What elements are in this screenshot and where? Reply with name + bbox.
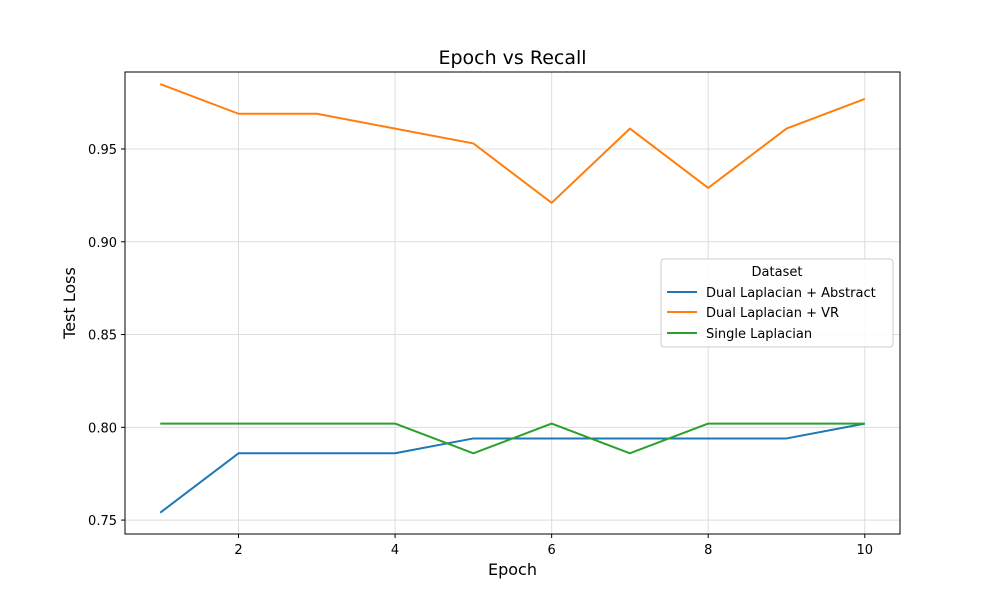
y-axis-label: Test Loss: [60, 267, 79, 340]
legend-entry-single: Single Laplacian: [706, 327, 812, 342]
series-line-single: [160, 422, 865, 455]
legend: Dataset Dual Laplacian + Abstract Dual L…: [660, 258, 894, 348]
series-lines: [159, 83, 866, 514]
y-tick-label: 0.80: [88, 421, 117, 436]
legend-box: [660, 258, 894, 348]
series-line-vr: [159, 83, 866, 204]
x-axis-ticks: 2 4 6 8 10: [234, 534, 873, 558]
chart-title: Epoch vs Recall: [438, 47, 586, 69]
x-tick-label: 8: [704, 543, 712, 558]
y-tick-label: 0.85: [88, 329, 117, 344]
y-axis-ticks: 0.75 0.80 0.85 0.90 0.95: [88, 143, 125, 529]
x-axis-label: Epoch: [488, 560, 537, 579]
x-tick-label: 2: [234, 543, 242, 558]
x-tick-label: 10: [856, 543, 873, 558]
legend-entry-abstract: Dual Laplacian + Abstract: [706, 286, 876, 301]
plot-area-frame: [124, 71, 901, 535]
y-tick-label: 0.90: [88, 236, 117, 251]
grid: [125, 72, 900, 534]
y-tick-label: 0.95: [88, 143, 117, 158]
x-tick-label: 4: [391, 543, 399, 558]
x-tick-label: 6: [548, 543, 556, 558]
legend-entry-vr: Dual Laplacian + VR: [706, 306, 839, 321]
y-tick-label: 0.75: [88, 514, 117, 529]
legend-title: Dataset: [752, 265, 803, 280]
